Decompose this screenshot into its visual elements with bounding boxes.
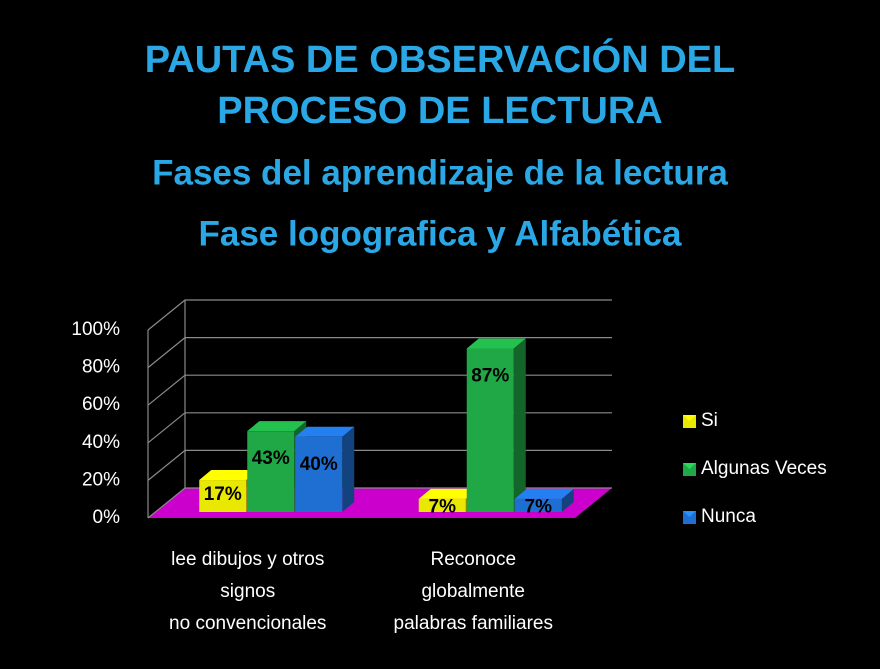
bar-top [466,338,526,349]
x-tick-label: lee dibujos y otros [171,549,324,570]
y-tick-label: 80% [82,357,120,378]
legend-swatch-shade [683,415,696,421]
chart-subtitle: Fase logografica y Alfabética [198,214,682,253]
bar-side [342,426,355,512]
y-tick-label: 20% [82,469,120,490]
bar-top [247,421,307,432]
bar-top [418,488,478,499]
x-tick-label: signos [220,581,275,602]
legend-swatch [683,463,696,476]
bar-side [561,488,574,512]
y-tick-label: 100% [71,319,120,340]
data-label: 7% [525,496,553,517]
bar-side [513,338,526,512]
bar-top [295,426,355,437]
data-label: 87% [471,365,509,386]
bar [466,348,514,512]
y-tick-label: 40% [82,432,120,453]
legend-swatch [683,415,696,428]
legend-swatch [683,511,696,524]
bar [295,436,343,512]
data-label: 17% [204,484,242,505]
bar [418,498,466,512]
legend-label: Nunca [701,506,756,527]
x-tick-label: Reconoce [430,549,516,570]
x-tick-label: no convencionales [169,613,326,634]
y-tick-label: 60% [82,394,120,415]
bar [199,480,247,512]
chart-subtitle: Fases del aprendizaje de la lectura [152,153,728,192]
bar-top [514,488,574,499]
chart-title: PROCESO DE LECTURA [217,90,662,132]
legend-swatch-shade [683,511,696,517]
data-label: 7% [429,496,457,517]
bar [514,498,562,512]
bar [247,431,295,512]
legend-label: Si [701,410,718,431]
data-label: 43% [252,448,290,469]
data-label: 40% [300,454,338,475]
legend-label: Algunas Veces [701,458,827,479]
y-tick-label: 0% [93,507,121,528]
x-tick-label: palabras familiares [394,613,553,634]
bar-top [199,470,259,481]
chart-title: PAUTAS DE OBSERVACIÓN DEL [145,37,735,81]
legend-swatch-shade [683,463,696,469]
x-tick-label: globalmente [421,581,525,602]
